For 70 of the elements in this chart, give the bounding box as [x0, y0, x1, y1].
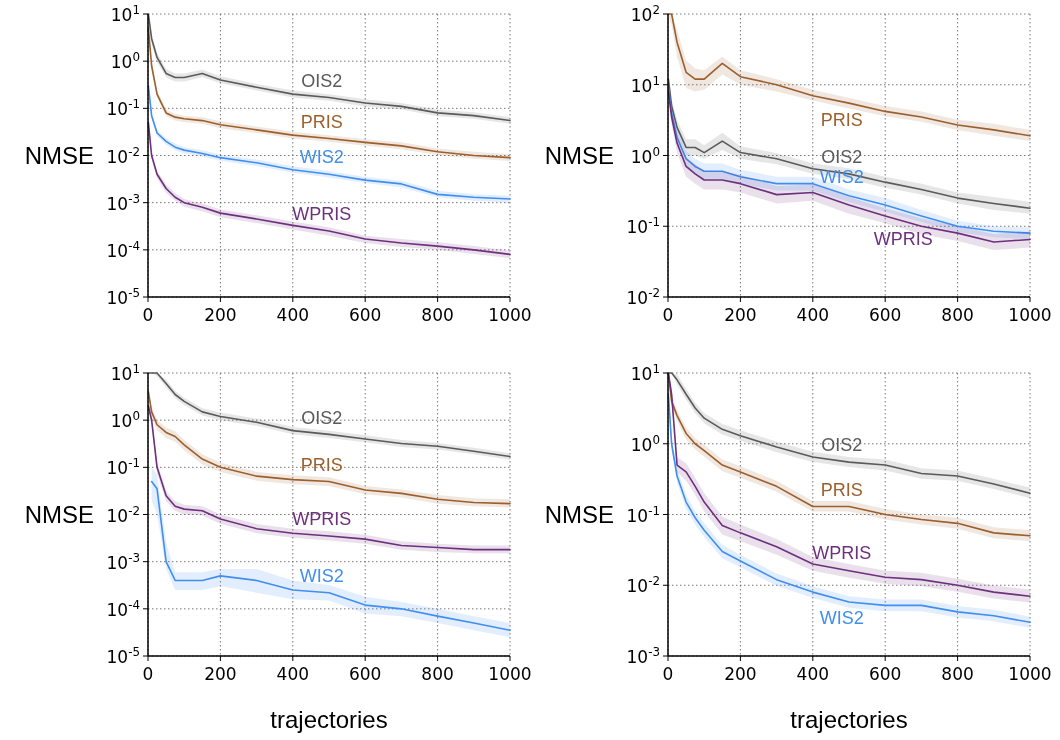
x-tick-label: 800 — [421, 305, 454, 325]
y-tick-label: 10$^{-2}$ — [106, 144, 140, 167]
y-axis-title: NMSE — [24, 141, 94, 169]
x-tick-label: 200 — [724, 305, 757, 325]
y-tick-label: 10$^{0}$ — [630, 144, 660, 167]
y-tick-label: 10$^{-5}$ — [106, 645, 140, 667]
x-tick-label: 800 — [421, 664, 454, 684]
series-label: WIS2 — [299, 566, 344, 587]
y-axis-title: NMSE — [544, 141, 614, 169]
series-label: PRIS — [820, 480, 863, 501]
y-axis-title: NMSE — [544, 500, 614, 528]
x-tick-label: 600 — [348, 664, 382, 684]
y-tick-label: 10$^{-2}$ — [106, 503, 140, 526]
x-tick-label: 1000 — [488, 305, 532, 325]
series-label: WPRIS — [812, 543, 872, 564]
series-label: WPRIS — [292, 203, 352, 224]
x-tick-label: 800 — [941, 664, 974, 684]
x-tick-label: 1000 — [488, 664, 532, 684]
x-tick-label: 400 — [796, 305, 830, 325]
y-tick-label: 10$^{0}$ — [630, 432, 660, 455]
y-tick-label: 10$^{1}$ — [110, 362, 140, 384]
y-tick-label: 10$^{-4}$ — [106, 597, 140, 620]
series-label: WIS2 — [819, 608, 864, 629]
y-tick-label: 10$^{-2}$ — [626, 286, 660, 308]
x-tick-label: 400 — [796, 664, 830, 684]
series-label: OIS2 — [821, 146, 863, 167]
y-tick-label: 10$^{1}$ — [110, 3, 140, 25]
series-label: WPRIS — [292, 509, 352, 530]
y-tick-label: 10$^{-3}$ — [106, 550, 140, 573]
x-axis-title: trajectories — [790, 706, 908, 733]
y-tick-label: 10$^{-1}$ — [106, 97, 140, 120]
y-tick-label: 10$^{-1}$ — [626, 503, 660, 526]
y-tick-label: 10$^{1}$ — [630, 362, 660, 384]
y-axis-title: NMSE — [24, 500, 94, 528]
series-label: PRIS — [300, 111, 343, 132]
y-tick-label: 10$^{-2}$ — [626, 574, 660, 597]
y-tick-label: 10$^{2}$ — [630, 3, 660, 25]
x-tick-label: 400 — [276, 305, 310, 325]
x-tick-label: 200 — [204, 664, 237, 684]
x-tick-label: 1000 — [1008, 664, 1052, 684]
series-label: PRIS — [300, 455, 343, 476]
y-tick-label: 10$^{0}$ — [110, 50, 140, 73]
x-axis-title: trajectories — [270, 706, 388, 733]
x-tick-label: 0 — [142, 664, 154, 684]
y-tick-label: 10$^{0}$ — [110, 409, 140, 432]
series-label: WPRIS — [873, 229, 933, 250]
x-tick-label: 400 — [276, 664, 310, 684]
y-tick-label: 10$^{-5}$ — [106, 286, 140, 308]
x-tick-label: 200 — [724, 664, 757, 684]
x-tick-label: 600 — [868, 305, 902, 325]
series-label: OIS2 — [301, 70, 343, 91]
series-label: OIS2 — [821, 435, 863, 456]
series-label: OIS2 — [301, 407, 343, 428]
x-tick-label: 0 — [142, 305, 154, 325]
y-tick-label: 10$^{-4}$ — [106, 238, 140, 261]
y-tick-label: 10$^{-1}$ — [626, 215, 660, 238]
x-tick-label: 0 — [662, 305, 674, 325]
x-tick-label: 0 — [662, 664, 674, 684]
x-tick-label: 800 — [941, 305, 974, 325]
x-tick-label: 600 — [348, 305, 382, 325]
y-tick-label: 10$^{-1}$ — [106, 456, 140, 479]
x-tick-label: 600 — [868, 664, 902, 684]
y-tick-label: 10$^{-3}$ — [106, 191, 140, 214]
y-tick-label: 10$^{-3}$ — [626, 645, 660, 667]
series-label: PRIS — [820, 109, 863, 130]
y-tick-label: 10$^{1}$ — [630, 73, 660, 96]
series-label: WIS2 — [299, 147, 344, 168]
x-tick-label: 1000 — [1008, 305, 1052, 325]
series-label: WIS2 — [819, 167, 864, 188]
x-tick-label: 200 — [204, 305, 237, 325]
